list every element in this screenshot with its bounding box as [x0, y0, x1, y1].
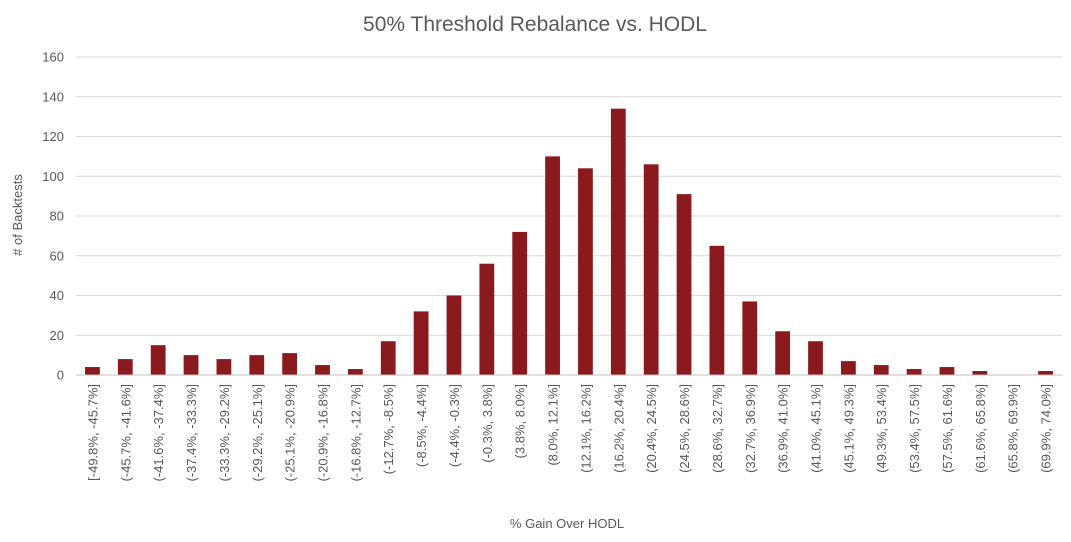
bar [972, 371, 988, 375]
bar [742, 301, 758, 375]
x-tick-label: (57.5%, 61.6%] [940, 384, 955, 473]
x-tick-label: (-12.7%, -8.5%] [381, 384, 396, 474]
bars [85, 108, 1053, 376]
y-axis-label: # of Backtests [10, 174, 25, 256]
bar [282, 353, 298, 375]
y-tick-label: 80 [50, 209, 64, 224]
y-tick-label: 60 [50, 248, 64, 263]
x-tick-label: (36.9%, 41.0%] [776, 384, 791, 473]
x-tick-label: (3.8%, 8.0%] [513, 384, 528, 458]
x-tick-label: (-29.2%, -25.1%] [250, 384, 265, 482]
bar [545, 156, 560, 375]
bar [643, 164, 659, 375]
bar [446, 295, 462, 375]
y-tick-label: 140 [42, 89, 64, 104]
gridlines [76, 56, 1062, 336]
x-tick-label: (24.5%, 28.6%] [677, 384, 692, 473]
x-axis-ticks: [-49.8%, -45.7%] (-45.7%, -41.6%] (-41.6%,… [85, 384, 1053, 482]
bar [512, 231, 528, 375]
bar [249, 355, 265, 375]
bar [578, 168, 593, 375]
bar [216, 359, 232, 375]
x-tick-label: (-25.1%, -20.9%] [283, 384, 298, 482]
bar [183, 355, 199, 375]
y-axis-ticks: 0 20 40 60 80 100 120 140 160 [42, 50, 64, 383]
y-tick-label: 100 [42, 169, 64, 184]
bar [775, 331, 791, 375]
bar [873, 365, 889, 375]
bar [906, 369, 922, 375]
bar [1038, 371, 1053, 375]
x-tick-label: (28.6%, 32.7%] [710, 384, 725, 473]
bar [610, 108, 626, 376]
x-tick-label: (12.1%, 16.2%] [578, 384, 593, 473]
x-tick-label: [-49.8%, -45.7%] [85, 384, 100, 481]
x-tick-label: (-0.3%, 3.8%] [480, 384, 495, 463]
bar [315, 365, 330, 375]
x-tick-label: (-41.6%, -37.4%] [151, 384, 166, 482]
x-tick-label: (-33.3%, -29.2%] [217, 384, 232, 482]
x-tick-label: (53.4%, 57.5%] [907, 384, 922, 473]
x-axis-label: % Gain Over HODL [510, 516, 624, 531]
x-tick-label: (41.0%, 45.1%] [809, 384, 824, 473]
bar [150, 345, 166, 375]
bar [840, 361, 856, 375]
chart-title: 50% Threshold Rebalance vs. HODL [363, 13, 707, 36]
y-tick-label: 40 [50, 288, 64, 303]
x-tick-label: (-45.7%, -41.6%] [118, 384, 133, 482]
bar [413, 311, 429, 375]
bar [479, 263, 495, 375]
bar [709, 245, 725, 375]
bar [117, 359, 133, 375]
x-tick-label: (45.1%, 49.3%] [841, 384, 856, 473]
x-tick-label: (-37.4%, -33.3%] [184, 384, 199, 482]
y-tick-label: 160 [42, 50, 64, 65]
x-tick-label: (20.4%, 24.5%] [644, 384, 659, 473]
bar [347, 369, 363, 375]
bar [85, 367, 100, 375]
bar [380, 341, 396, 375]
x-tick-label: (49.3%, 53.4%] [874, 384, 889, 473]
y-tick-label: 20 [50, 328, 64, 343]
x-tick-label: (69.9%, 74.0%] [1039, 384, 1054, 473]
x-tick-label: (-16.8%, -12.7%] [348, 384, 363, 482]
x-tick-label: (-8.5%, -4.4%] [414, 384, 429, 467]
x-tick-label: (61.6%, 65.8%] [973, 384, 988, 473]
x-tick-label: (65.8%, 69.9%] [1006, 384, 1021, 473]
x-tick-label: (-4.4%, -0.3%] [447, 384, 462, 467]
x-tick-label: (32.7%, 36.9%] [743, 384, 758, 473]
x-tick-label: (-20.9%, -16.8%] [316, 384, 331, 482]
x-tick-label: (8.0%, 12.1%] [546, 384, 561, 466]
bar [676, 194, 692, 375]
bar [808, 341, 823, 375]
y-tick-label: 0 [57, 368, 64, 383]
bar [939, 367, 955, 375]
y-tick-label: 120 [42, 129, 64, 144]
x-tick-label: (16.2%, 20.4%] [611, 384, 626, 473]
